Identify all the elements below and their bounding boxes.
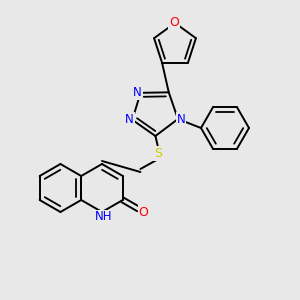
Text: N: N [125, 113, 134, 126]
Text: O: O [169, 16, 179, 29]
Text: N: N [133, 86, 142, 99]
Text: S: S [154, 148, 162, 160]
Text: N: N [177, 112, 185, 125]
Text: NH: NH [95, 211, 113, 224]
Text: O: O [139, 206, 148, 218]
